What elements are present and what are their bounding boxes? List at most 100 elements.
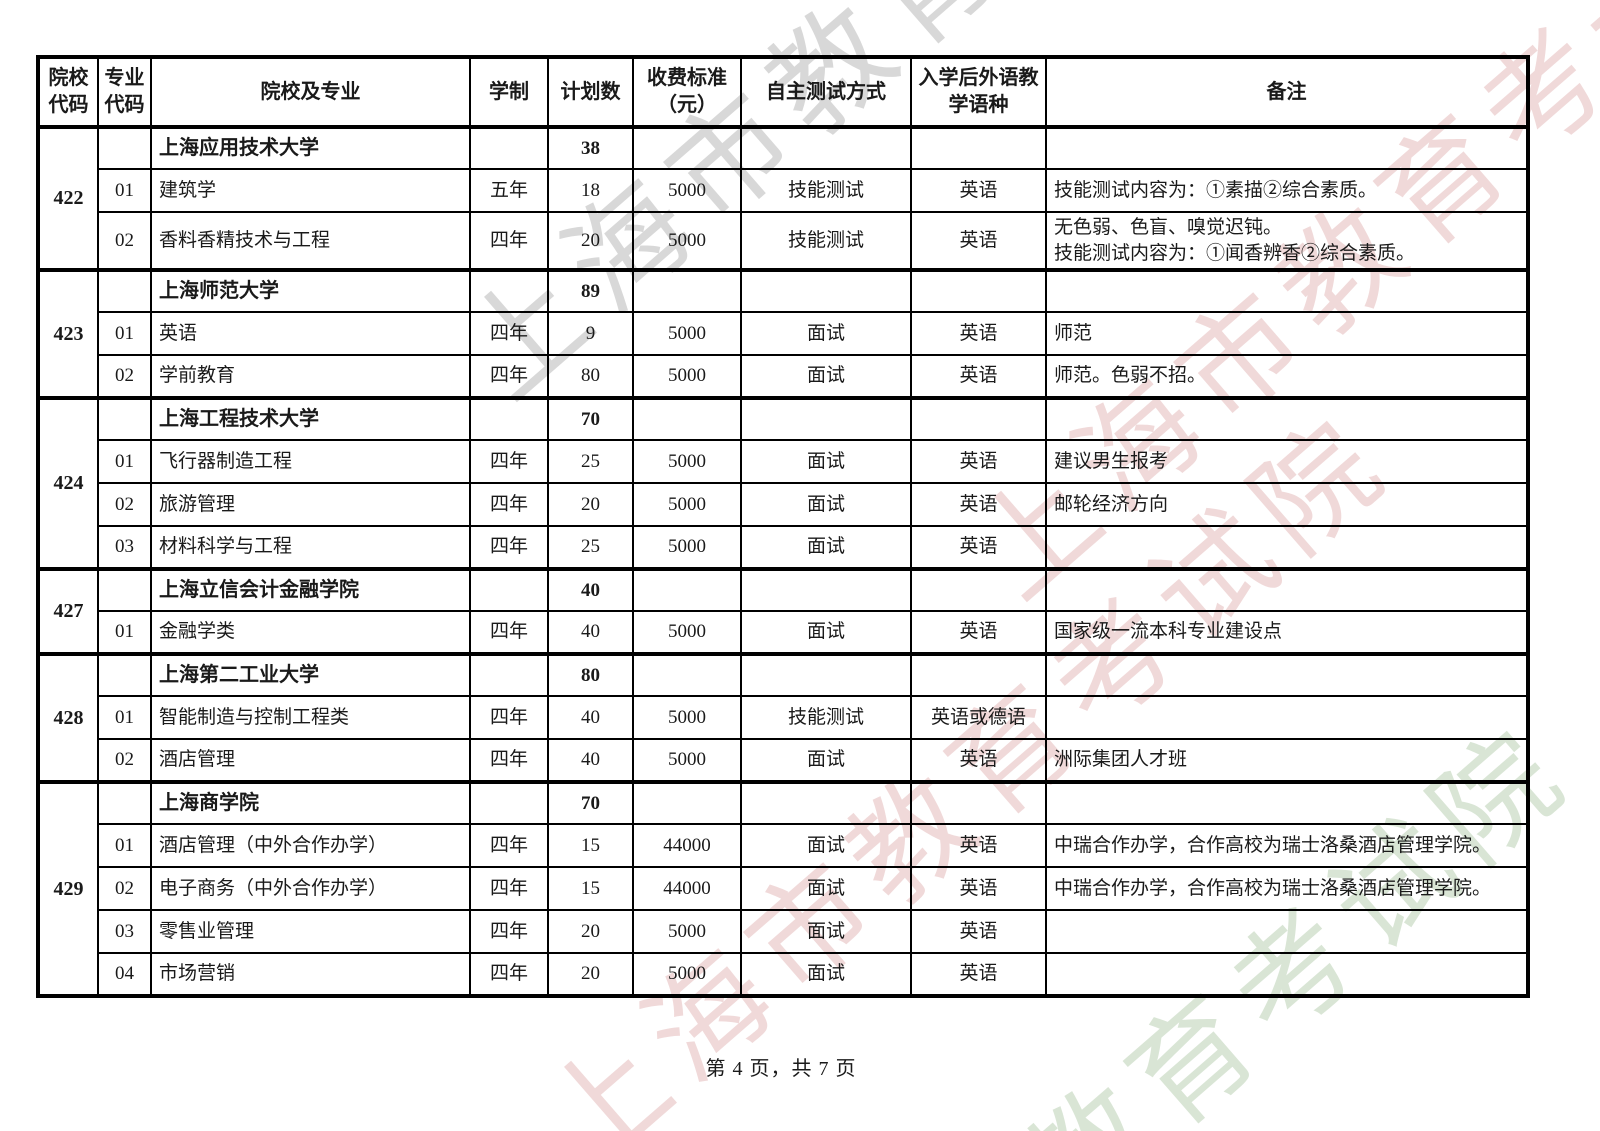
plan-total-cell: 70 [547, 396, 634, 442]
plan-cell: 40 [547, 610, 634, 656]
language-cell [910, 125, 1047, 170]
test-method-cell: 技能测试 [740, 168, 912, 213]
major-code-cell [97, 780, 152, 826]
major-row: 01 智能制造与控制工程类 四年 40 5000 技能测试 英语或德语 [38, 695, 1529, 741]
duration-cell [469, 396, 549, 442]
major-code-cell: 01 [97, 610, 152, 656]
remark-cell: 师范 [1045, 311, 1529, 357]
remark-cell [1045, 909, 1529, 955]
page-number: 第 4 页，共 7 页 [705, 1058, 857, 1080]
fee-cell [632, 652, 742, 698]
col-header-plan-count: 计划数 [547, 56, 634, 129]
col-header-language: 入学后外语教 学语种 [910, 56, 1047, 129]
duration-cell [469, 567, 549, 613]
institution-code-cell: 427 [37, 567, 99, 656]
major-row: 03 零售业管理 四年 20 5000 面试 英语 [38, 909, 1529, 955]
major-name-cell: 金融学类 [150, 610, 471, 656]
duration-cell: 四年 [469, 610, 549, 656]
duration-cell: 四年 [469, 738, 549, 784]
remark-cell [1045, 396, 1529, 442]
major-code-cell: 01 [97, 695, 152, 741]
major-code-cell: 03 [97, 525, 152, 571]
duration-cell: 四年 [469, 823, 549, 869]
plan-cell: 20 [547, 210, 634, 272]
test-method-cell [740, 268, 912, 314]
institution-code-cell: 428 [37, 652, 99, 784]
remark-cell: 无色弱、色盲、嗅觉迟钝。 技能测试内容为：①闻香辨香②综合素质。 [1045, 210, 1529, 272]
remark-cell: 洲际集团人才班 [1045, 738, 1529, 784]
major-code-cell: 02 [97, 866, 152, 912]
language-cell: 英语 [910, 482, 1047, 528]
major-row: 02 旅游管理 四年 20 5000 面试 英语 邮轮经济方向 [38, 482, 1529, 528]
test-method-cell: 面试 [740, 525, 912, 571]
language-cell: 英语 [910, 823, 1047, 869]
fee-cell: 5000 [632, 210, 742, 272]
major-code-cell: 03 [97, 909, 152, 955]
language-cell [910, 268, 1047, 314]
fee-cell: 5000 [632, 311, 742, 357]
language-cell [910, 396, 1047, 442]
major-code-cell: 01 [97, 823, 152, 869]
major-name-cell: 香料香精技术与工程 [150, 210, 471, 272]
test-method-cell: 技能测试 [740, 210, 912, 272]
duration-cell: 四年 [469, 909, 549, 955]
remark-cell [1045, 525, 1529, 571]
fee-cell [632, 125, 742, 170]
duration-cell [469, 268, 549, 314]
language-cell: 英语 [910, 952, 1047, 998]
major-name-cell: 英语 [150, 311, 471, 357]
major-name-cell: 材料科学与工程 [150, 525, 471, 571]
plan-cell: 25 [547, 525, 634, 571]
language-cell [910, 780, 1047, 826]
major-row: 02 学前教育 四年 80 5000 面试 英语 师范。色弱不招。 [38, 354, 1529, 400]
institution-code-cell: 429 [37, 780, 99, 998]
institution-code-cell: 423 [37, 268, 99, 400]
duration-cell: 四年 [469, 311, 549, 357]
language-cell: 英语 [910, 210, 1047, 272]
remark-cell [1045, 268, 1529, 314]
remark-cell: 建议男生报考 [1045, 439, 1529, 485]
duration-cell: 四年 [469, 866, 549, 912]
major-row: 02 电子商务（中外合作办学） 四年 15 44000 面试 英语 中瑞合作办学，合作高校为瑞… [38, 866, 1529, 912]
remark-cell: 国家级一流本科专业建设点 [1045, 610, 1529, 656]
admission-plan-table: 院校 代码 专业 代码 院校及专业 学制 计划数 收费标准 （元） 自主测试方式… [36, 55, 1530, 999]
plan-cell: 40 [547, 738, 634, 784]
duration-cell: 五年 [469, 168, 549, 213]
major-row: 04 市场营销 四年 20 5000 面试 英语 [38, 952, 1529, 998]
col-header-duration: 学制 [469, 56, 549, 129]
remark-cell [1045, 567, 1529, 613]
col-header-remarks: 备注 [1045, 56, 1529, 129]
test-method-cell [740, 780, 912, 826]
test-method-cell [740, 652, 912, 698]
institution-code-cell: 422 [37, 124, 99, 272]
language-cell: 英语 [910, 525, 1047, 571]
duration-cell: 四年 [469, 439, 549, 485]
remark-cell [1045, 695, 1529, 741]
fee-cell: 5000 [632, 909, 742, 955]
major-name-cell: 零售业管理 [150, 909, 471, 955]
language-cell: 英语 [910, 738, 1047, 784]
test-method-cell: 面试 [740, 738, 912, 784]
remark-cell [1045, 652, 1529, 698]
col-header-fee: 收费标准 （元） [632, 56, 742, 129]
test-method-cell: 面试 [740, 482, 912, 528]
major-row: 01 英语 四年 9 5000 面试 英语 师范 [38, 311, 1529, 357]
major-name-cell: 市场营销 [150, 952, 471, 998]
remark-cell [1045, 780, 1529, 826]
fee-cell: 44000 [632, 866, 742, 912]
language-cell: 英语 [910, 610, 1047, 656]
plan-total-cell: 40 [547, 567, 634, 613]
major-code-cell: 02 [97, 210, 152, 272]
test-method-cell: 技能测试 [740, 695, 912, 741]
university-row: 423 上海师范大学 89 [37, 268, 1529, 400]
test-method-cell: 面试 [740, 311, 912, 357]
duration-cell [469, 125, 549, 170]
major-name-cell: 酒店管理（中外合作办学） [150, 823, 471, 869]
major-name-cell: 旅游管理 [150, 482, 471, 528]
remark-cell: 中瑞合作办学，合作高校为瑞士洛桑酒店管理学院。 [1045, 866, 1529, 912]
test-method-cell: 面试 [740, 823, 912, 869]
major-code-cell: 04 [97, 952, 152, 998]
fee-cell: 5000 [632, 354, 742, 400]
university-name-cell: 上海第二工业大学 [150, 652, 471, 698]
duration-cell: 四年 [469, 354, 549, 400]
